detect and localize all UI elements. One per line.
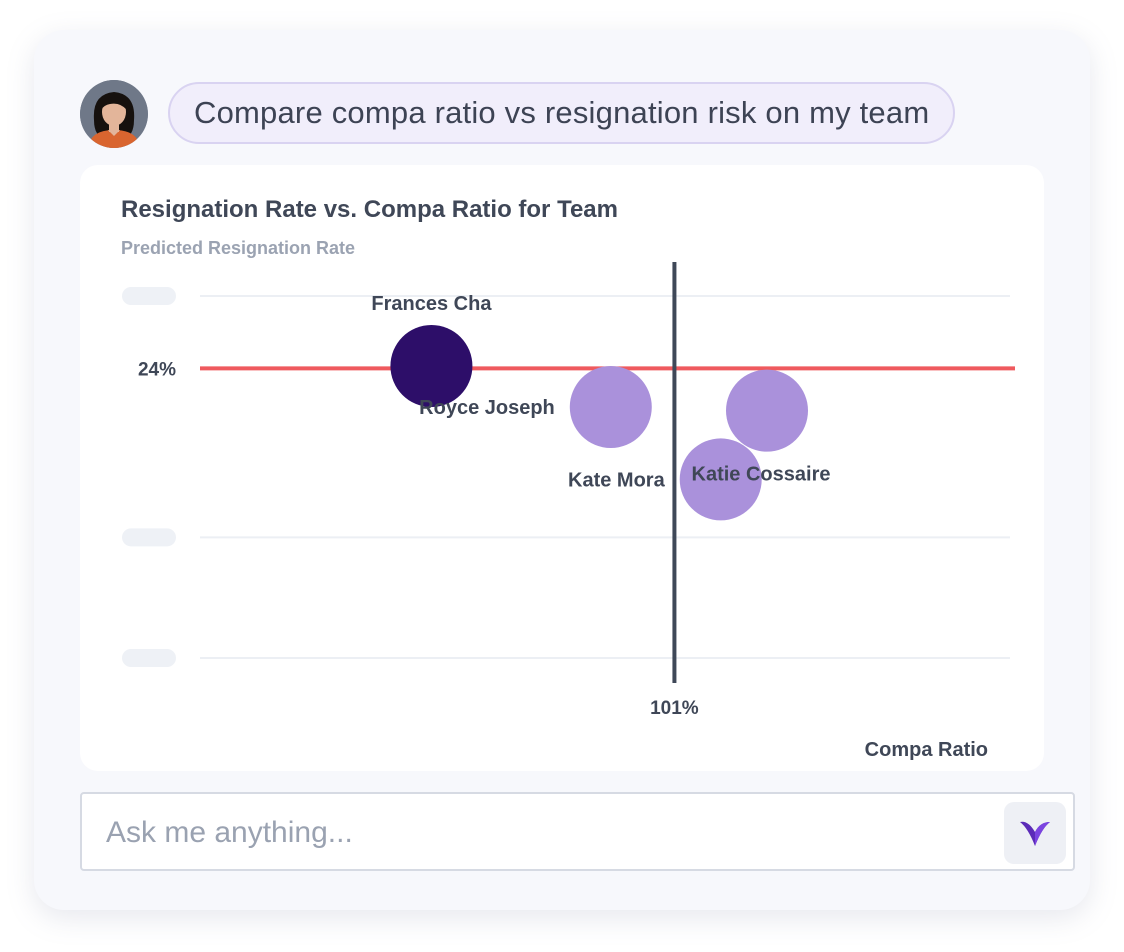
user-avatar	[80, 80, 148, 148]
point-royce-joseph	[569, 366, 652, 449]
chart-panel	[80, 165, 1044, 771]
point-label-kate-mora: Kate Mora	[568, 469, 666, 491]
brand-logo-icon	[1020, 821, 1050, 846]
y-axis-label: Predicted Resignation Rate	[121, 238, 356, 258]
y-tick-placeholder-2	[122, 649, 176, 667]
x-axis-label: Compa Ratio	[865, 739, 988, 761]
point-frances-cha	[390, 324, 473, 407]
user-prompt-bubble: Compare compa ratio vs resignation risk …	[168, 82, 956, 144]
point-label-katie-cossaire: Katie Cossaire	[692, 464, 831, 486]
y-tick-placeholder-1	[122, 528, 176, 547]
point-label-frances-cha: Frances Cha	[371, 293, 492, 315]
point-kate-mora	[679, 438, 762, 521]
point-label-royce-joseph: Royce Joseph	[419, 397, 555, 419]
send-button[interactable]	[1004, 802, 1066, 864]
avg-resignation-label: 24%	[138, 359, 176, 380]
chat-input[interactable]	[104, 806, 988, 860]
point-katie-cossaire	[726, 369, 808, 452]
chart-title: Resignation Rate vs. Compa Ratio for Tea…	[121, 196, 618, 223]
y-tick-placeholder-0	[122, 287, 176, 305]
avg-compa-label: 101%	[650, 698, 699, 719]
chat-composer	[80, 792, 1075, 871]
user-prompt-text: Compare compa ratio vs resignation risk …	[194, 95, 930, 130]
